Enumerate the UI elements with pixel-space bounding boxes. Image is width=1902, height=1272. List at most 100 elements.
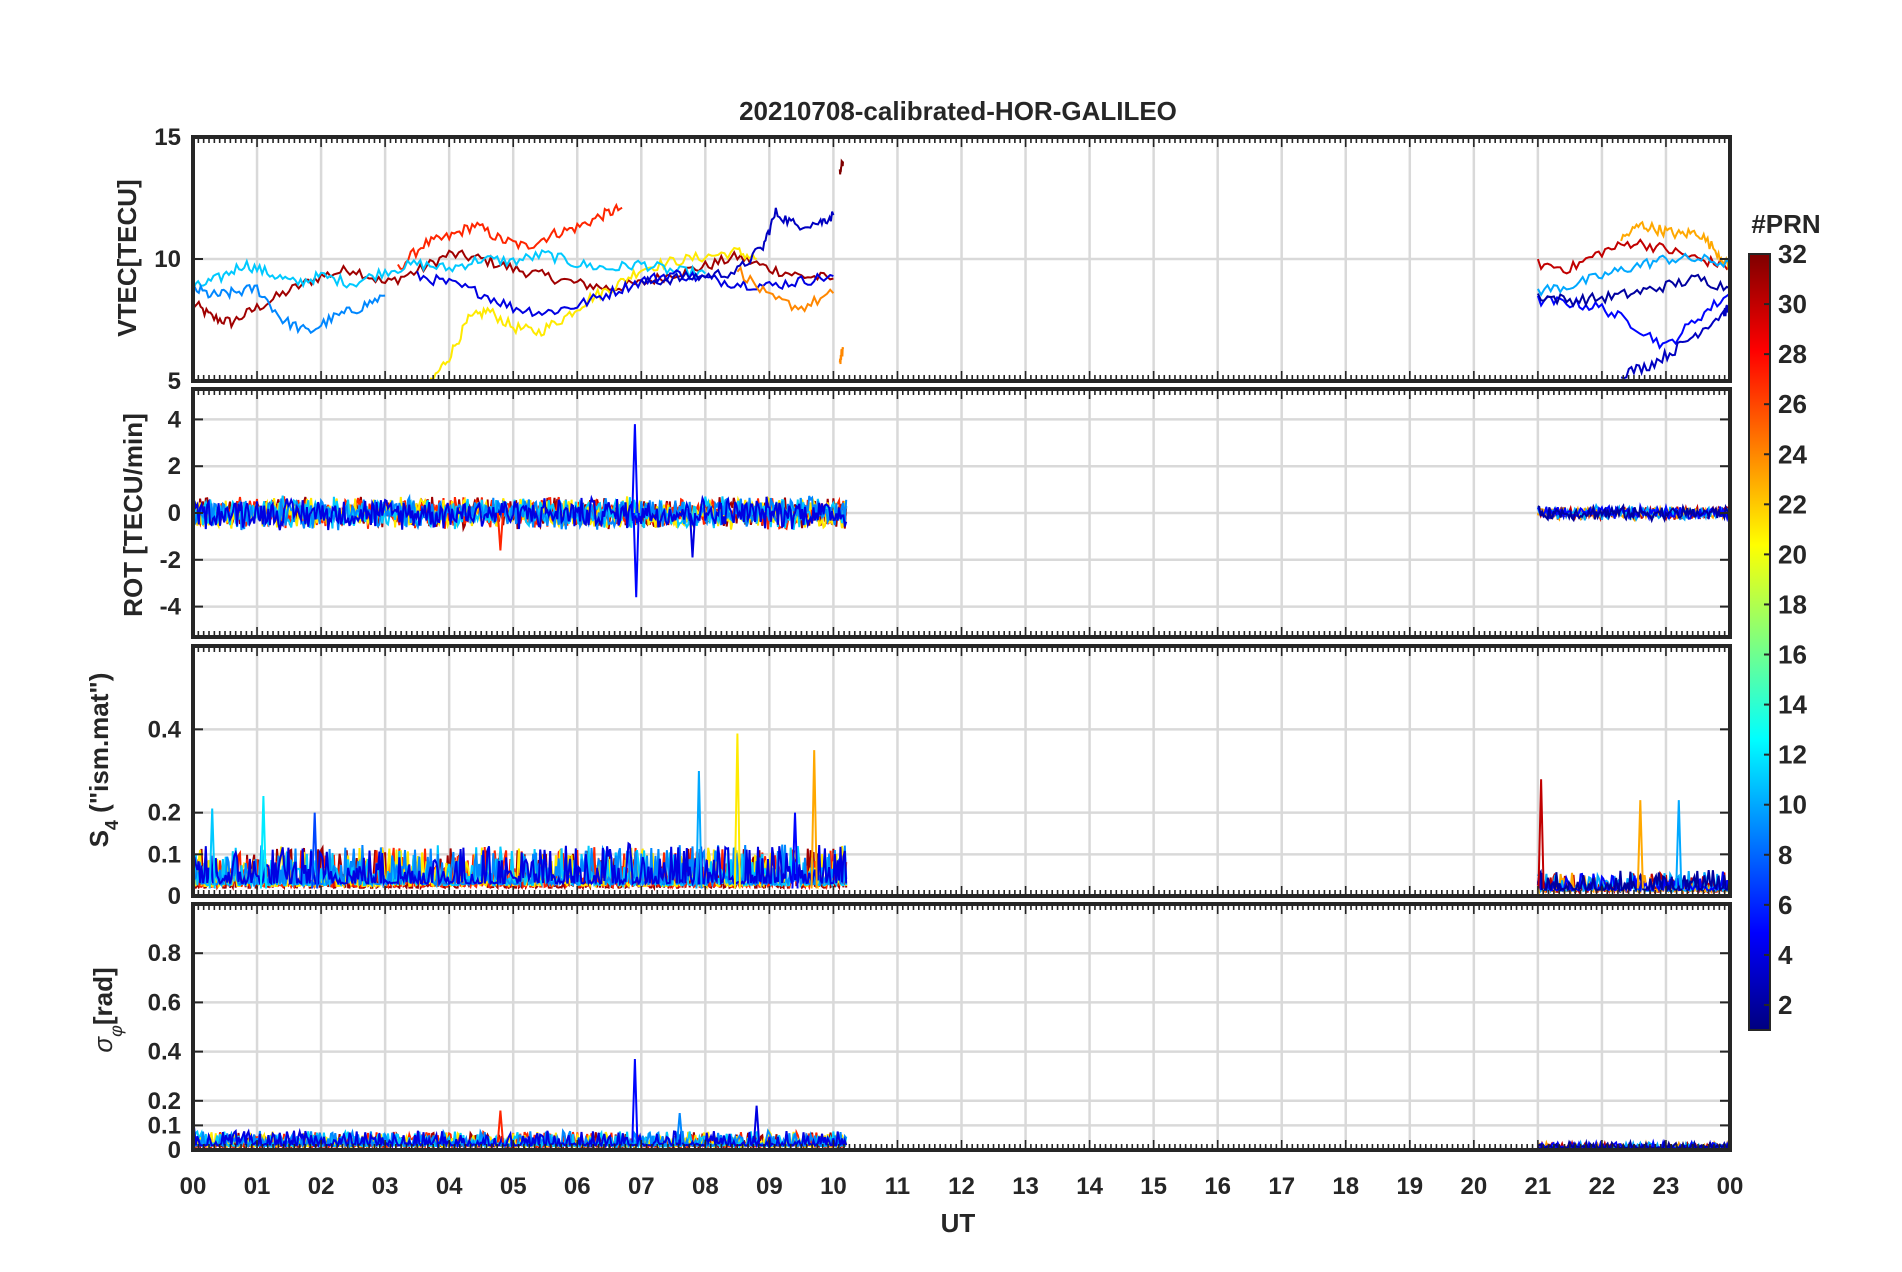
spike-prn-10 xyxy=(1675,800,1683,889)
x-tick-label: 13 xyxy=(1012,1173,1039,1200)
colorbar-tick-label: 30 xyxy=(1778,289,1807,319)
x-tick-label: 23 xyxy=(1653,1173,1680,1200)
x-tick-label: 07 xyxy=(628,1173,655,1200)
spike-prn-30 xyxy=(1537,779,1545,889)
y-tick-label: 0 xyxy=(168,1137,181,1164)
colorbar-ticks: 32 30 28 26 24 22 20 18 16 14 12 10 8 6 4 2 xyxy=(1764,239,1807,1020)
x-tick-label: 16 xyxy=(1204,1173,1231,1200)
x-tick-label: 15 xyxy=(1140,1173,1167,1200)
colorbar-tick-label: 26 xyxy=(1778,389,1807,419)
series-prn-3 xyxy=(1620,304,1730,380)
x-tick-label: 14 xyxy=(1076,1173,1103,1200)
spike-prn-5 xyxy=(632,512,640,598)
x-tick-label: 10 xyxy=(820,1173,847,1200)
series-prn-2 xyxy=(1536,868,1730,894)
y-tick-label: 0.1 xyxy=(148,841,181,868)
spike-prn-27 xyxy=(496,512,504,551)
ylabel-rot: ROT [TECU/min] xyxy=(118,413,148,617)
x-tick-label: 18 xyxy=(1332,1173,1359,1200)
x-tick-label: 05 xyxy=(500,1173,527,1200)
y-tick-label: -4 xyxy=(160,594,182,621)
y-tick-label: 0.4 xyxy=(148,716,182,743)
figure-title: 20210708-calibrated-HOR-GALILEO xyxy=(739,96,1177,126)
x-tick-label: 12 xyxy=(948,1173,975,1200)
colorbar-tick-label: 32 xyxy=(1778,239,1807,269)
series-prn-27 xyxy=(397,202,623,270)
series-prn-30 xyxy=(1536,238,1730,275)
x-tick-label: 22 xyxy=(1589,1173,1616,1200)
y-tick-label: 0.6 xyxy=(148,989,181,1016)
spike-prn-5 xyxy=(631,424,639,514)
data-lines xyxy=(193,158,1730,380)
spike-prn-10 xyxy=(695,770,703,889)
series-prn-10 xyxy=(1537,252,1730,297)
series-prn-4 xyxy=(193,494,848,531)
series-prn-4 xyxy=(416,269,834,318)
colorbar-tick-label: 2 xyxy=(1778,990,1792,1020)
x-tick-label: 00 xyxy=(180,1173,207,1200)
x-tick-label: 11 xyxy=(885,1173,910,1200)
colorbar-tick-label: 14 xyxy=(1778,690,1807,720)
y-tick-label: 0 xyxy=(168,500,181,527)
panel-sigma-phi: 0.8 0.6 0.4 0.20.10 xyxy=(148,902,1732,1164)
y-tick-label: 5 xyxy=(168,368,181,395)
x-tick-label: 01 xyxy=(244,1173,271,1200)
colorbar-scale xyxy=(1748,253,1771,1031)
colorbar-tick-label: 6 xyxy=(1778,890,1792,920)
spike-prn-23 xyxy=(1636,800,1644,889)
series-prn-23 xyxy=(1620,220,1730,271)
spike-prn-7 xyxy=(311,812,319,889)
x-tick-label: 06 xyxy=(564,1173,591,1200)
spike-prn-4 xyxy=(689,512,697,558)
spike-prn-27 xyxy=(496,1110,504,1143)
series-prn-3 xyxy=(640,207,835,286)
spike-prn-12 xyxy=(259,795,267,889)
series-prn-31 xyxy=(193,249,834,330)
spike-prn-5 xyxy=(631,1058,639,1143)
colorbar-tick-label: 4 xyxy=(1778,940,1793,970)
series-prn-5 xyxy=(1536,292,1730,350)
y-tick-label: 0.8 xyxy=(148,940,181,967)
series-prn-24 xyxy=(838,346,844,365)
y-tick-label: 0.2 xyxy=(148,1088,181,1115)
colorbar-tick-label: 28 xyxy=(1778,339,1807,369)
colorbar-title: #PRN xyxy=(1751,209,1820,239)
y-tick-label: 0.4 xyxy=(148,1039,182,1066)
spike-prn-4 xyxy=(753,1105,761,1143)
panel-s4: 0.4 0.2 0.1 0 xyxy=(148,644,1732,910)
series-prn-2 xyxy=(1537,503,1730,524)
colorbar-tick-label: 20 xyxy=(1778,539,1807,569)
x-tick-label: 03 xyxy=(372,1173,399,1200)
ylabel-sigma-phi: σφ[rad] xyxy=(88,967,126,1052)
series-prn-32 xyxy=(838,158,844,175)
y-tick-label: 15 xyxy=(154,124,181,151)
x-tick-label: 19 xyxy=(1396,1173,1423,1200)
data-lines xyxy=(193,424,1730,598)
y-tick-label: 0.2 xyxy=(148,800,181,827)
series-prn-9 xyxy=(193,283,386,335)
spike-prn-21 xyxy=(733,733,741,889)
series-prn-24 xyxy=(736,265,835,313)
x-tick-label: 21 xyxy=(1525,1173,1552,1200)
y-tick-label: 2 xyxy=(168,453,181,480)
colorbar-tick-label: 8 xyxy=(1778,840,1792,870)
x-tick-label: 09 xyxy=(756,1173,783,1200)
y-tick-label: 10 xyxy=(154,246,181,273)
x-tick-labels: 00 01 02 03 04 05 06 07 08 09 10 11 12 13 14 15 16 17 18 19… xyxy=(180,1173,1744,1200)
series-prn-11 xyxy=(193,248,707,290)
series-prn-9 xyxy=(193,1128,848,1150)
spike-prn-5 xyxy=(791,812,799,889)
y-tick-label: 4 xyxy=(168,406,182,433)
x-tick-label: 08 xyxy=(692,1173,719,1200)
y-tick-label: 0 xyxy=(168,883,181,910)
colorbar-tick-label: 10 xyxy=(1778,790,1807,820)
x-tick-label: 00 xyxy=(1717,1173,1744,1200)
series-prn-21 xyxy=(429,246,757,380)
x-tick-label: 02 xyxy=(308,1173,335,1200)
y-tick-label: 0.1 xyxy=(148,1112,181,1139)
spike-prn-11 xyxy=(208,808,216,889)
series-prn-4 xyxy=(193,841,848,887)
panel-vtec: 15 10 5 xyxy=(154,124,1732,395)
